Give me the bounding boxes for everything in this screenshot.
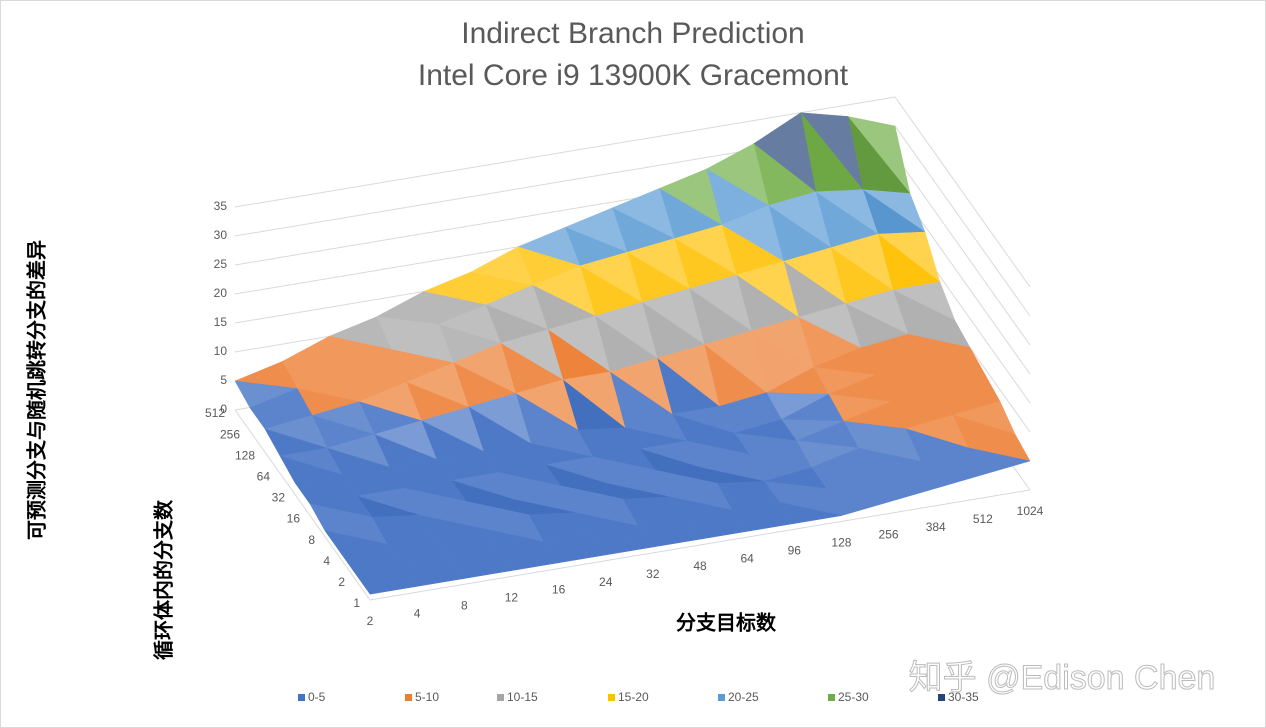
x-tick-label: 384 xyxy=(926,520,946,534)
z-tick-label: 15 xyxy=(214,315,228,329)
x-tick-label: 1024 xyxy=(1017,504,1044,518)
legend-label: 10-15 xyxy=(507,690,538,704)
x-tick-label: 2 xyxy=(367,614,374,628)
legend-label: 5-10 xyxy=(415,690,439,704)
legend-swatch xyxy=(608,694,615,701)
x-tick-label: 32 xyxy=(646,567,660,581)
depth-tick-label: 8 xyxy=(308,533,315,547)
legend-swatch xyxy=(718,694,725,701)
watermark: 知乎 @Edison Chen xyxy=(909,659,1216,697)
z-tick-label: 20 xyxy=(214,286,228,300)
legend-swatch xyxy=(828,694,835,701)
x-tick-label: 96 xyxy=(788,543,802,557)
legend-label: 20-25 xyxy=(728,690,759,704)
x-tick-label: 512 xyxy=(973,512,993,526)
legend-swatch xyxy=(497,694,504,701)
depth-tick-label: 64 xyxy=(257,470,271,484)
z-tick-label: 10 xyxy=(214,344,228,358)
z-tick-label: 0 xyxy=(220,402,227,416)
depth-tick-label: 2 xyxy=(338,575,345,589)
legend-label: 0-5 xyxy=(308,690,326,704)
x-tick-label: 48 xyxy=(693,559,707,573)
depth-axis-title: 循环体内的分支数 xyxy=(151,499,175,660)
depth-tick-label: 16 xyxy=(287,512,301,526)
z-tick-label: 25 xyxy=(214,257,228,271)
z-tick-label: 5 xyxy=(220,373,227,387)
x-tick-label: 24 xyxy=(599,575,613,589)
z-axis-title: 可预测分支与随机跳转分支的差异 xyxy=(24,240,48,540)
x-tick-label: 256 xyxy=(879,528,899,542)
z-tick-label: 30 xyxy=(214,228,228,242)
x-tick-label: 12 xyxy=(505,591,519,605)
x-tick-label: 64 xyxy=(740,551,754,565)
z-tick-label: 35 xyxy=(214,199,228,213)
legend-label: 30-35 xyxy=(948,690,979,704)
chart-subtitle: Intel Core i9 13900K Gracemont xyxy=(418,59,849,92)
depth-tick-label: 256 xyxy=(220,427,240,441)
x-tick-label: 4 xyxy=(414,606,421,620)
x-tick-label: 8 xyxy=(461,598,468,612)
legend-label: 25-30 xyxy=(838,690,869,704)
legend-swatch xyxy=(938,694,945,701)
legend-swatch xyxy=(298,694,305,701)
legend-label: 15-20 xyxy=(618,690,649,704)
x-axis-title: 分支目标数 xyxy=(676,610,777,634)
chart-title: Indirect Branch Prediction xyxy=(461,17,805,50)
x-tick-label: 128 xyxy=(831,536,851,550)
depth-tick-label: 1 xyxy=(353,596,360,610)
depth-tick-label: 512 xyxy=(205,406,225,420)
depth-tick-label: 32 xyxy=(272,491,286,505)
depth-tick-label: 128 xyxy=(235,448,255,462)
grid-line xyxy=(234,96,1031,288)
depth-tick-label: 4 xyxy=(323,554,330,568)
x-tick-label: 16 xyxy=(552,583,566,597)
surface-facet xyxy=(354,572,418,595)
axis-line xyxy=(234,409,1031,601)
legend-swatch xyxy=(405,694,412,701)
